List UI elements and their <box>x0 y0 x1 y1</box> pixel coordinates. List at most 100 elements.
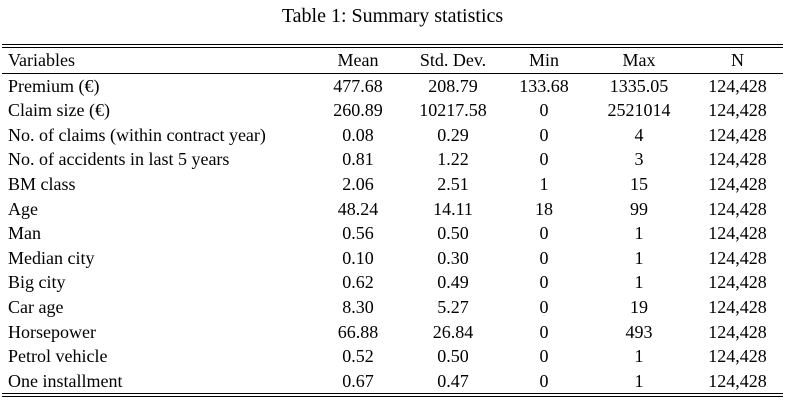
table-row: Petrol vehicle 0.52 0.50 0 1 124,428 <box>2 344 783 369</box>
cell-min: 0 <box>539 346 549 367</box>
cell-max: 1 <box>634 223 644 244</box>
cell-std-dev: 0.50 <box>437 223 469 244</box>
table-row: Car age 8.30 5.27 0 19 124,428 <box>2 295 783 320</box>
cell-mean: 260.89 <box>333 100 383 121</box>
cell-std-dev: 26.84 <box>432 321 474 342</box>
cell-min: 1 <box>539 173 549 194</box>
cell-std-dev: 1.22 <box>437 149 469 170</box>
cell-variable: Horsepower <box>8 321 96 342</box>
cell-mean: 0.67 <box>342 370 374 391</box>
table-row: Horsepower 66.88 26.84 0 493 124,428 <box>2 320 783 345</box>
cell-variable: Median city <box>8 247 95 268</box>
cell-min: 133.68 <box>519 75 569 96</box>
cell-n: 124,428 <box>708 346 767 367</box>
table-row: Age 48.24 14.11 18 99 124,428 <box>2 197 783 222</box>
cell-mean: 2.06 <box>342 173 374 194</box>
cell-std-dev: 0.49 <box>437 272 469 293</box>
cell-min: 0 <box>539 149 549 170</box>
cell-n: 124,428 <box>708 247 767 268</box>
cell-n: 124,428 <box>708 321 767 342</box>
cell-variable: BM class <box>8 173 76 194</box>
cell-max: 99 <box>630 198 648 219</box>
header-std-dev: Std. Dev. <box>419 50 487 70</box>
cell-n: 124,428 <box>708 100 767 121</box>
cell-n: 124,428 <box>708 124 767 145</box>
cell-min: 0 <box>539 370 549 391</box>
cell-max: 1 <box>634 346 644 367</box>
cell-min: 0 <box>539 296 549 317</box>
cell-mean: 477.68 <box>333 75 383 96</box>
cell-variable: Claim size (€) <box>8 100 110 121</box>
cell-max: 3 <box>634 149 644 170</box>
cell-std-dev: 5.27 <box>437 296 469 317</box>
summary-statistics-table: Variables Mean Std. Dev. Min Max N Premi… <box>2 44 783 398</box>
cell-n: 124,428 <box>708 296 767 317</box>
cell-min: 0 <box>539 100 549 121</box>
cell-variable: Big city <box>8 272 66 293</box>
cell-std-dev: 208.79 <box>428 75 478 96</box>
cell-min: 0 <box>539 247 549 268</box>
cell-mean: 0.62 <box>342 272 374 293</box>
header-variables: Variables <box>8 50 75 70</box>
cell-n: 124,428 <box>708 173 767 194</box>
cell-std-dev: 0.29 <box>437 124 469 145</box>
cell-std-dev: 2.51 <box>437 173 469 194</box>
cell-variable: Petrol vehicle <box>8 346 108 367</box>
table-row: Man 0.56 0.50 0 1 124,428 <box>2 221 783 246</box>
cell-std-dev: 0.30 <box>437 247 469 268</box>
header-mean: Mean <box>337 50 379 70</box>
cell-min: 0 <box>539 321 549 342</box>
cell-max: 19 <box>630 296 648 317</box>
cell-variable: Man <box>8 223 41 244</box>
cell-variable: Age <box>8 198 38 219</box>
cell-max: 1 <box>634 247 644 268</box>
cell-n: 124,428 <box>708 370 767 391</box>
cell-n: 124,428 <box>708 223 767 244</box>
cell-n: 124,428 <box>708 198 767 219</box>
table-row: Premium (€) 477.68 208.79 133.68 1335.05 124,… <box>2 74 783 99</box>
cell-max: 493 <box>625 321 653 342</box>
table-row: One installment 0.67 0.47 0 1 124,428 <box>2 369 783 394</box>
cell-variable: No. of claims (within contract year) <box>8 124 266 145</box>
cell-variable: One installment <box>8 370 123 391</box>
cell-mean: 8.30 <box>342 296 374 317</box>
cell-max: 15 <box>630 173 648 194</box>
cell-mean: 48.24 <box>337 198 379 219</box>
cell-mean: 0.10 <box>342 247 374 268</box>
cell-mean: 0.56 <box>342 223 374 244</box>
cell-n: 124,428 <box>708 149 767 170</box>
table-body: Premium (€) 477.68 208.79 133.68 1335.05 124,… <box>2 74 783 394</box>
table-row: No. of claims (within contract year) 0.08… <box>2 123 783 148</box>
cell-max: 2521014 <box>607 100 671 121</box>
statistics-table: Variables Mean Std. Dev. Min Max N <box>2 48 783 73</box>
cell-max: 1 <box>634 272 644 293</box>
cell-min: 0 <box>539 124 549 145</box>
table-row: BM class 2.06 2.51 1 15 124,428 <box>2 172 783 197</box>
cell-n: 124,428 <box>708 75 767 96</box>
cell-mean: 0.08 <box>342 124 374 145</box>
table-row: No. of accidents in last 5 years 0.81 1.22… <box>2 147 783 172</box>
table-caption: Table 1: Summary statistics <box>281 5 504 27</box>
cell-max: 1 <box>634 370 644 391</box>
cell-std-dev: 14.11 <box>433 198 473 219</box>
table-row: Claim size (€) 260.89 10217.58 0 2521014 124,… <box>2 98 783 123</box>
cell-max: 4 <box>634 124 644 145</box>
table-row: Median city 0.10 0.30 0 1 124,428 <box>2 246 783 271</box>
header-min: Min <box>528 50 559 70</box>
header-row: Variables Mean Std. Dev. Min Max N <box>2 48 783 73</box>
statistics-table-body: Premium (€) 477.68 208.79 133.68 1335.05 124,… <box>2 74 783 394</box>
cell-mean: 0.81 <box>342 149 374 170</box>
cell-max: 1335.05 <box>609 75 669 96</box>
cell-mean: 66.88 <box>337 321 379 342</box>
table-row: Big city 0.62 0.49 0 1 124,428 <box>2 270 783 295</box>
cell-std-dev: 0.47 <box>437 370 469 391</box>
cell-variable: Premium (€) <box>8 75 100 96</box>
cell-min: 18 <box>535 198 553 219</box>
top-double-rule <box>2 44 783 48</box>
header-max: Max <box>622 50 656 70</box>
cell-mean: 0.52 <box>342 346 374 367</box>
cell-variable: Car age <box>8 296 64 317</box>
cell-variable: No. of accidents in last 5 years <box>8 149 230 170</box>
cell-std-dev: 10217.58 <box>419 100 487 121</box>
header-n: N <box>731 50 744 70</box>
